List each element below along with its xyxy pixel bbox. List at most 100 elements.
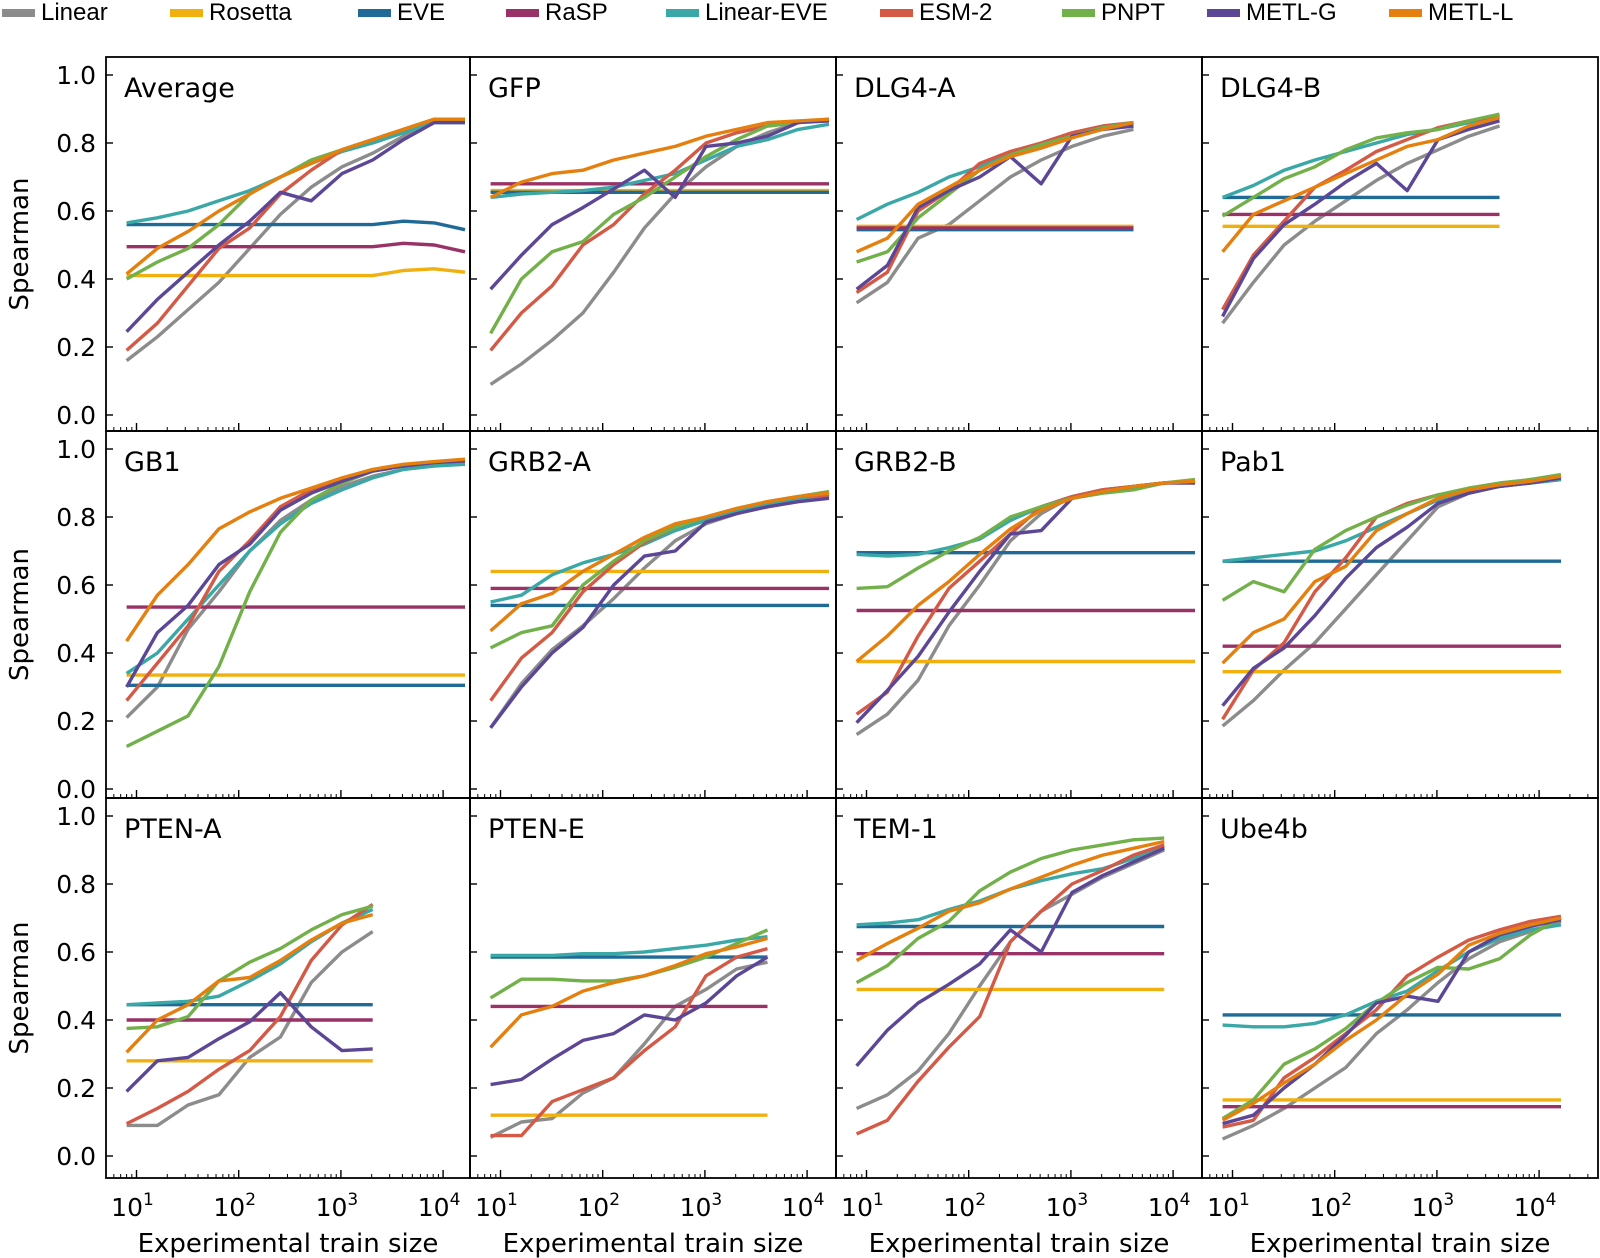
x-tick-label-base: 10	[841, 1193, 873, 1222]
subplot-title: PTEN-A	[124, 814, 222, 845]
subplot-title: Ube4b	[1220, 814, 1308, 845]
series-line-linear	[1221, 477, 1562, 728]
series-line-metl-l	[855, 120, 1134, 254]
series-line-linear-eve	[490, 491, 830, 604]
y-tick-label: 0.2	[56, 333, 96, 362]
x-tick-label-exponent: 2	[1341, 1190, 1352, 1210]
x-tick-label-base: 10	[680, 1193, 712, 1222]
series-line-metl-l	[855, 839, 1165, 962]
x-tick-label: 102	[943, 1190, 986, 1222]
x-tick-label-exponent: 4	[814, 1190, 825, 1210]
legend-swatch	[170, 9, 203, 17]
axes-frame	[835, 56, 1203, 432]
series-group	[1221, 472, 1562, 728]
legend-swatch	[358, 9, 391, 17]
legend-swatch	[506, 9, 539, 17]
x-tick-label-exponent: 1	[873, 1190, 884, 1210]
x-tick-label-exponent: 1	[143, 1190, 154, 1210]
legend-item: METL-L	[1389, 0, 1513, 26]
x-tick-label-base: 10	[1207, 1193, 1239, 1222]
subplot-title: GFP	[488, 73, 541, 104]
series-line-linear	[855, 127, 1134, 305]
series-group	[125, 457, 466, 749]
y-tick-label: 0.2	[56, 1074, 96, 1103]
series-line-metl-g	[490, 955, 769, 1087]
legend-swatch	[1062, 9, 1095, 17]
x-tick-label-exponent: 4	[1180, 1190, 1191, 1210]
series-line-rasp	[126, 241, 466, 254]
subplot-title: DLG4-A	[854, 73, 956, 104]
legend-label: METL-L	[1428, 0, 1514, 26]
x-tick-label-base: 10	[316, 1193, 348, 1222]
subplot-title: DLG4-B	[1220, 73, 1321, 104]
series-line-linear	[489, 117, 830, 386]
legend-label: PNPT	[1101, 0, 1166, 26]
x-tick-label-exponent: 1	[507, 1190, 518, 1210]
x-tick-label-exponent: 4	[1546, 1190, 1557, 1210]
y-tick-label: 0.0	[56, 401, 96, 430]
x-tick-label-base: 10	[1309, 1193, 1341, 1222]
series-line-linear	[1221, 919, 1562, 1141]
x-tick-label-exponent: 3	[1443, 1190, 1454, 1210]
x-tick-label-base: 10	[1046, 1193, 1078, 1222]
subplot-gfp: GFP	[469, 56, 837, 432]
series-line-metl-l	[489, 491, 830, 633]
series-line-linear-eve	[125, 462, 466, 675]
series-group	[125, 117, 466, 362]
series-group	[855, 836, 1165, 1136]
series-line-esm-2	[125, 459, 466, 702]
x-tick-label: 104	[782, 1190, 825, 1222]
series-line-linear-eve	[490, 122, 830, 200]
x-tick-label-base: 10	[475, 1193, 507, 1222]
series-line-metl-l	[489, 936, 768, 1049]
x-tick-label: 102	[213, 1190, 256, 1222]
x-tick-label: 101	[475, 1190, 518, 1222]
y-tick-label: 0.0	[56, 1142, 96, 1171]
axes-frame	[105, 797, 471, 1179]
series-line-esm-2	[125, 117, 465, 352]
axes-frame	[1201, 430, 1599, 799]
legend-swatch	[1389, 9, 1422, 17]
y-tick-label: 0.4	[56, 639, 96, 668]
series-group	[489, 928, 769, 1139]
legend-item: Linear-EVE	[666, 0, 828, 26]
y-tick-label: 0.0	[56, 775, 96, 804]
axes-frame	[469, 430, 837, 799]
series-line-linear-eve	[856, 845, 1165, 927]
x-tick-label-exponent: 3	[711, 1190, 722, 1210]
series-line-esm-2	[855, 479, 1196, 716]
subplot-title: Average	[124, 73, 235, 104]
legend-label: ESM-2	[919, 0, 993, 26]
series-line-eve	[126, 219, 466, 232]
series-line-metl-l	[489, 117, 830, 199]
axes-frame	[469, 56, 837, 432]
legend-item: RaSP	[506, 0, 608, 26]
legend-label: Rosetta	[209, 0, 292, 26]
x-tick-label-base: 10	[1412, 1193, 1444, 1222]
series-line-linear	[126, 930, 374, 1128]
subplot-title: GRB2-A	[488, 447, 592, 478]
series-line-metl-g	[489, 496, 830, 729]
series-line-linear	[1221, 124, 1501, 325]
series-line-metl-l	[125, 457, 466, 643]
series-line-pnpt	[856, 477, 1196, 591]
x-axis-label: Experimental train size	[503, 1229, 804, 1258]
x-tick-label-exponent: 1	[1239, 1190, 1250, 1210]
y-tick-label: 0.6	[56, 571, 96, 600]
series-line-esm-2	[855, 843, 1165, 1136]
series-line-metl-l	[125, 117, 465, 276]
legend-item: Linear	[2, 0, 108, 26]
x-tick-label-base: 10	[943, 1193, 975, 1222]
x-tick-label-base: 10	[111, 1193, 143, 1222]
x-tick-label-exponent: 3	[1077, 1190, 1088, 1210]
series-line-metl-g	[1221, 119, 1500, 318]
series-group	[855, 477, 1196, 737]
series-line-linear-eve	[490, 935, 768, 958]
x-tick-label-exponent: 2	[975, 1190, 986, 1210]
y-tick-label: 0.4	[56, 1006, 96, 1035]
legend-item: EVE	[358, 0, 445, 26]
y-tick-label: 0.8	[56, 503, 96, 532]
